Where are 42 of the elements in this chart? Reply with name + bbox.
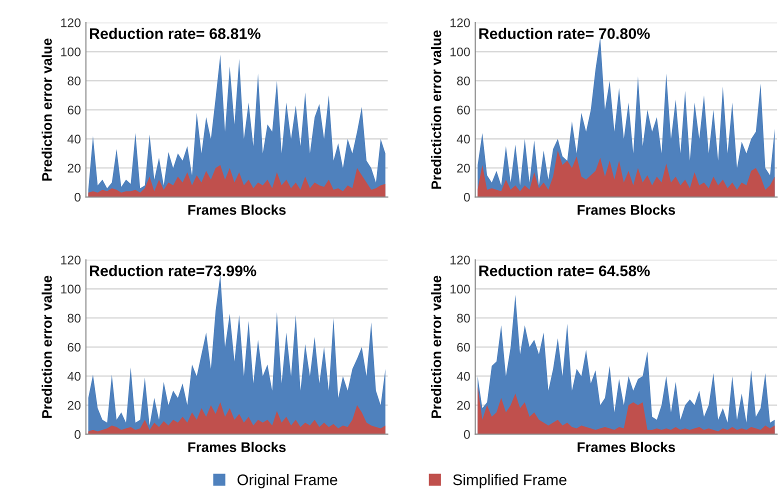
y-tick-label: 40 [456, 372, 470, 381]
y-tick-label: 20 [457, 400, 470, 410]
annotation: Reduction rate= 68.81% [90, 28, 260, 40]
y-tick-label: 100 [450, 47, 470, 56]
annotation: Reduction rate= 64.58% [479, 265, 650, 276]
y-tick-label: 80 [457, 76, 470, 86]
y-tick-label: 40 [456, 134, 470, 144]
annotation: Reduction rate=73.99% [90, 265, 256, 276]
y-axis-title: Prediction error value [42, 38, 52, 181]
y-tick-label: 100 [61, 284, 81, 294]
y-tick-label: 120 [61, 18, 81, 28]
y-tick-label: 60 [457, 342, 470, 352]
y-tick-label: 20 [68, 164, 81, 173]
y-tick-label: 20 [68, 400, 81, 410]
y-tick-label: 80 [457, 314, 470, 323]
y-tick-label: 0 [464, 430, 470, 439]
legend-label: Simplified Frame [453, 474, 566, 488]
y-tick-label: 0 [74, 192, 81, 202]
legend-label: Original Frame [238, 474, 338, 488]
y-axis-title: Prediction error value [42, 276, 52, 418]
y-tick-label: 80 [68, 314, 81, 323]
y-tick-label: 0 [464, 192, 470, 202]
x-axis-title: Frames Blocks [188, 442, 286, 452]
y-tick-label: 100 [450, 284, 470, 294]
x-axis-title: Frames Blocks [578, 204, 676, 215]
y-axis-title: Prediction error value [431, 276, 442, 418]
y-tick-label: 60 [68, 342, 81, 352]
y-tick-label: 60 [68, 106, 81, 114]
y-tick-label: 100 [61, 47, 81, 56]
y-tick-label: 60 [457, 106, 470, 114]
y-tick-label: 20 [457, 164, 470, 173]
y-tick-label: 120 [450, 18, 470, 28]
y-tick-label: 80 [68, 76, 81, 86]
x-axis-title: Frames Blocks [578, 442, 676, 452]
annotation: Reduction rate= 70.80% [479, 28, 650, 40]
y-tick-label: 40 [67, 134, 81, 144]
y-tick-label: 0 [74, 430, 81, 439]
x-axis-title: Frames Blocks [188, 204, 286, 215]
y-tick-label: 120 [450, 256, 470, 264]
y-tick-label: 120 [61, 256, 81, 264]
y-tick-label: 40 [67, 372, 81, 381]
y-axis-title: Predictiction error value [431, 30, 442, 189]
